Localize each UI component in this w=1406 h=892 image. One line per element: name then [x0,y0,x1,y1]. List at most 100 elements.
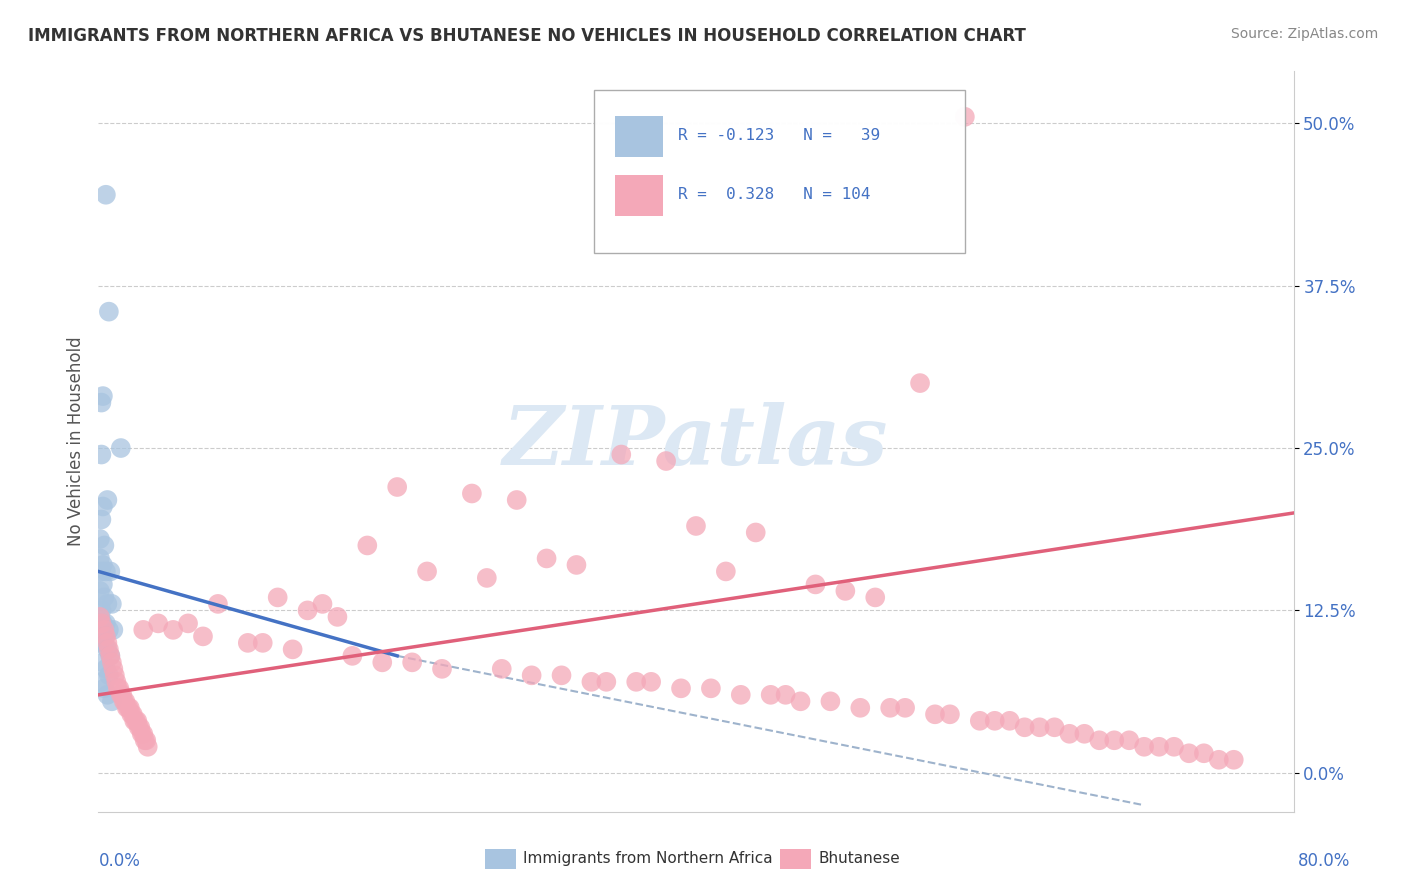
Point [491,662,513,676]
Point [96,493,118,508]
Point [98,565,122,579]
Point [894,701,917,715]
Point [834,583,856,598]
Point [110,441,132,455]
Point [127,714,149,728]
Text: 80.0%: 80.0% [1298,852,1350,870]
Point [1312,448,1334,462]
Point [1118,733,1140,747]
Point [401,656,423,670]
Point [91,616,114,631]
Text: R = -0.123   N =   39: R = -0.123 N = 39 [678,128,880,143]
Point [730,688,752,702]
Point [1043,720,1066,734]
Point [506,493,529,508]
Point [134,733,156,747]
Text: Source: ZipAtlas.com: Source: ZipAtlas.com [1230,27,1378,41]
Point [191,629,214,643]
Point [267,591,290,605]
Point [89,610,111,624]
Point [93,538,115,552]
Point [101,656,124,670]
Point [96,688,118,702]
Point [565,558,588,572]
Point [91,558,114,572]
Text: 0.0%: 0.0% [98,852,141,870]
Point [865,591,887,605]
Point [1104,733,1126,747]
Point [939,707,962,722]
Point [207,597,229,611]
Point [94,565,117,579]
Y-axis label: No Vehicles in Household: No Vehicles in Household [66,336,84,547]
Text: IMMIGRANTS FROM NORTHERN AFRICA VS BHUTANESE NO VEHICLES IN HOUSEHOLD CORRELATIO: IMMIGRANTS FROM NORTHERN AFRICA VS BHUTA… [28,27,1026,45]
Point [93,636,115,650]
Point [356,538,378,552]
Point [96,636,118,650]
Point [91,577,114,591]
Point [626,674,648,689]
Point [89,551,111,566]
Point [124,714,146,728]
Point [108,681,131,696]
Point [135,733,157,747]
Point [89,610,111,624]
Point [655,454,678,468]
Point [101,597,124,611]
Point [311,597,333,611]
Point [849,701,872,715]
Point [128,720,150,734]
Point [91,500,114,514]
Point [475,571,498,585]
Point [177,616,200,631]
Point [91,656,114,670]
Point [94,187,117,202]
Point [112,694,135,708]
Point [1192,746,1215,760]
Point [550,668,572,682]
Point [94,629,117,643]
Point [581,674,603,689]
Point [103,623,125,637]
Point [430,662,453,676]
Point [1059,727,1081,741]
Point [536,551,558,566]
Point [125,714,148,728]
Point [132,623,155,637]
Point [90,395,112,409]
Text: Immigrants from Northern Africa: Immigrants from Northern Africa [523,852,773,866]
Text: ZIPatlas: ZIPatlas [503,401,889,482]
Point [96,597,118,611]
Point [775,688,797,702]
FancyBboxPatch shape [614,175,662,216]
Point [93,681,115,696]
Point [121,707,143,722]
Point [115,701,138,715]
Point [111,688,134,702]
Point [520,668,543,682]
Point [90,448,112,462]
Point [610,448,633,462]
Point [461,486,484,500]
Point [1028,720,1050,734]
Point [131,727,153,741]
Point [371,656,394,670]
Point [714,565,737,579]
Point [297,603,319,617]
Point [90,616,112,631]
Point [89,583,111,598]
Text: R =  0.328   N = 104: R = 0.328 N = 104 [678,186,870,202]
Point [640,674,662,689]
Point [107,681,129,696]
Point [984,714,1007,728]
Point [879,701,901,715]
Point [998,714,1021,728]
Point [136,739,159,754]
Point [804,577,827,591]
Point [700,681,723,696]
Point [90,565,112,579]
Point [1073,727,1095,741]
Point [1208,753,1230,767]
Point [595,674,617,689]
Point [924,707,946,722]
